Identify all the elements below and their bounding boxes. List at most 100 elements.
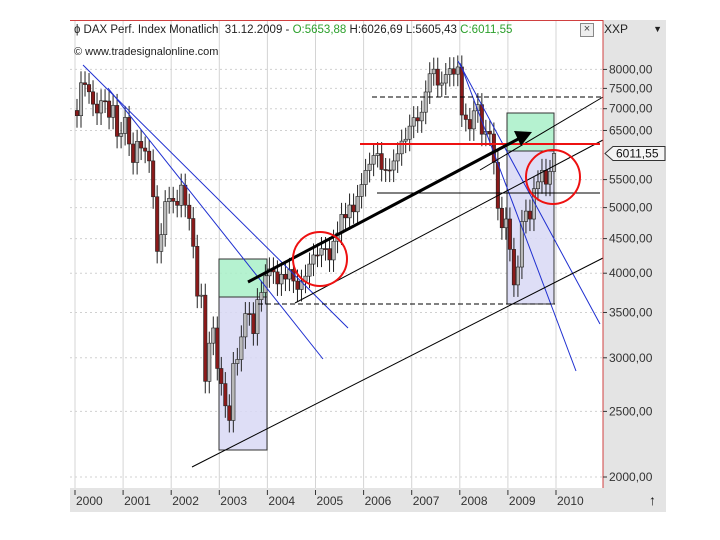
candle xyxy=(415,117,420,122)
candle xyxy=(391,160,396,171)
candle xyxy=(127,117,132,145)
candle xyxy=(547,171,552,185)
candle xyxy=(411,117,416,127)
candle xyxy=(487,131,492,135)
candle xyxy=(495,162,500,209)
candle xyxy=(451,68,456,75)
close-value: C:6011,55 xyxy=(460,24,513,36)
candle xyxy=(519,221,524,268)
high-value: H:6026,69 xyxy=(349,24,403,36)
candle xyxy=(511,249,516,286)
symbol-selector[interactable]: XXP ▼ xyxy=(604,22,666,40)
candle xyxy=(551,153,556,172)
candle xyxy=(359,184,364,197)
scroll-up-icon[interactable]: ↑ xyxy=(649,492,656,508)
x-tick-label: 2003 xyxy=(220,494,247,508)
candle xyxy=(399,140,404,155)
candle xyxy=(211,327,216,344)
highlight-circle-2009 xyxy=(525,149,581,205)
candle xyxy=(403,138,408,142)
candle xyxy=(235,359,240,364)
candle xyxy=(259,292,264,300)
candle xyxy=(423,91,428,113)
candle xyxy=(79,82,84,117)
candle xyxy=(535,181,540,190)
instrument-icon: ɸ xyxy=(74,24,81,36)
x-tick-label: 2008 xyxy=(461,494,488,508)
candle xyxy=(459,66,464,116)
y-tick-label: 2500,00 xyxy=(609,404,653,418)
x-tick-label: 2004 xyxy=(268,494,295,508)
candle xyxy=(367,163,372,171)
candle xyxy=(375,153,380,156)
y-tick-label: 6500,00 xyxy=(609,123,653,137)
y-tick-label: 2000,00 xyxy=(609,470,653,484)
candle xyxy=(463,114,468,120)
candle xyxy=(283,274,288,280)
candle xyxy=(175,201,180,206)
bar-date: 31.12.2009 - xyxy=(224,24,290,36)
candle xyxy=(307,263,312,277)
candle xyxy=(95,103,100,114)
candle xyxy=(103,100,108,103)
candle xyxy=(543,170,548,185)
candle xyxy=(167,198,172,202)
candle xyxy=(215,327,220,369)
x-tick-label: 2009 xyxy=(509,494,536,508)
candle xyxy=(387,169,392,172)
x-tick-label: 2010 xyxy=(557,494,584,508)
candle xyxy=(231,363,236,421)
candle xyxy=(371,155,376,165)
candle xyxy=(247,313,252,315)
y-tick-label: 7000,00 xyxy=(609,102,653,116)
candle xyxy=(515,266,520,286)
candle xyxy=(319,248,324,256)
candle xyxy=(155,196,160,252)
candle xyxy=(539,170,544,183)
candle xyxy=(443,74,448,84)
downtrend-line-2008-b xyxy=(459,62,577,372)
y-tick-label: 4000,00 xyxy=(609,266,653,280)
candle xyxy=(527,210,532,220)
channel-middle-line xyxy=(294,139,604,304)
close-button[interactable]: × xyxy=(580,23,594,37)
candle xyxy=(187,204,192,219)
candle xyxy=(471,110,476,130)
candle xyxy=(523,210,528,222)
candle xyxy=(419,111,424,122)
candle xyxy=(179,184,184,206)
candle xyxy=(243,313,248,338)
source-url: www.tradesignalonline.com xyxy=(85,46,219,58)
y-tick-label: 5000,00 xyxy=(609,201,653,215)
x-tick-label: 2002 xyxy=(172,494,199,508)
candle xyxy=(435,68,440,86)
copyright-icon: © xyxy=(74,46,83,58)
y-tick-label: 7500,00 xyxy=(609,81,653,95)
x-tick-label: 2007 xyxy=(413,494,440,508)
open-value: O:5653,88 xyxy=(292,24,347,36)
candle xyxy=(395,153,400,162)
chevron-down-icon: ▼ xyxy=(653,24,662,34)
candle xyxy=(383,169,388,171)
candle xyxy=(147,150,152,162)
downtrend-line-2000-a xyxy=(82,64,349,329)
candle xyxy=(143,147,148,152)
candle xyxy=(83,82,88,85)
last-price-label: 6011,55 xyxy=(616,146,659,160)
candle xyxy=(203,294,208,382)
price-chart: 8000,00 7500,00 7000,00 6500,00 5500,00 5000,… xyxy=(70,20,666,512)
candle xyxy=(331,240,336,261)
candle xyxy=(207,342,212,382)
candle xyxy=(99,100,104,114)
x-tick-label: 2005 xyxy=(317,494,344,508)
candle xyxy=(135,141,140,163)
candle xyxy=(407,125,412,140)
candle xyxy=(343,214,348,219)
x-tick-label: 2006 xyxy=(365,494,392,508)
candle xyxy=(275,271,280,285)
candle xyxy=(119,133,124,137)
range-box-2003 xyxy=(218,296,268,451)
candle xyxy=(311,254,316,265)
x-axis-panel xyxy=(70,488,666,512)
candle xyxy=(447,68,452,75)
